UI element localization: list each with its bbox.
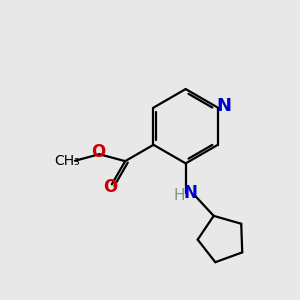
Text: O: O: [103, 178, 117, 196]
Text: CH₃: CH₃: [55, 154, 80, 168]
Text: N: N: [216, 97, 231, 115]
Text: O: O: [91, 143, 105, 161]
Text: N: N: [183, 184, 197, 202]
Text: H: H: [173, 188, 185, 203]
